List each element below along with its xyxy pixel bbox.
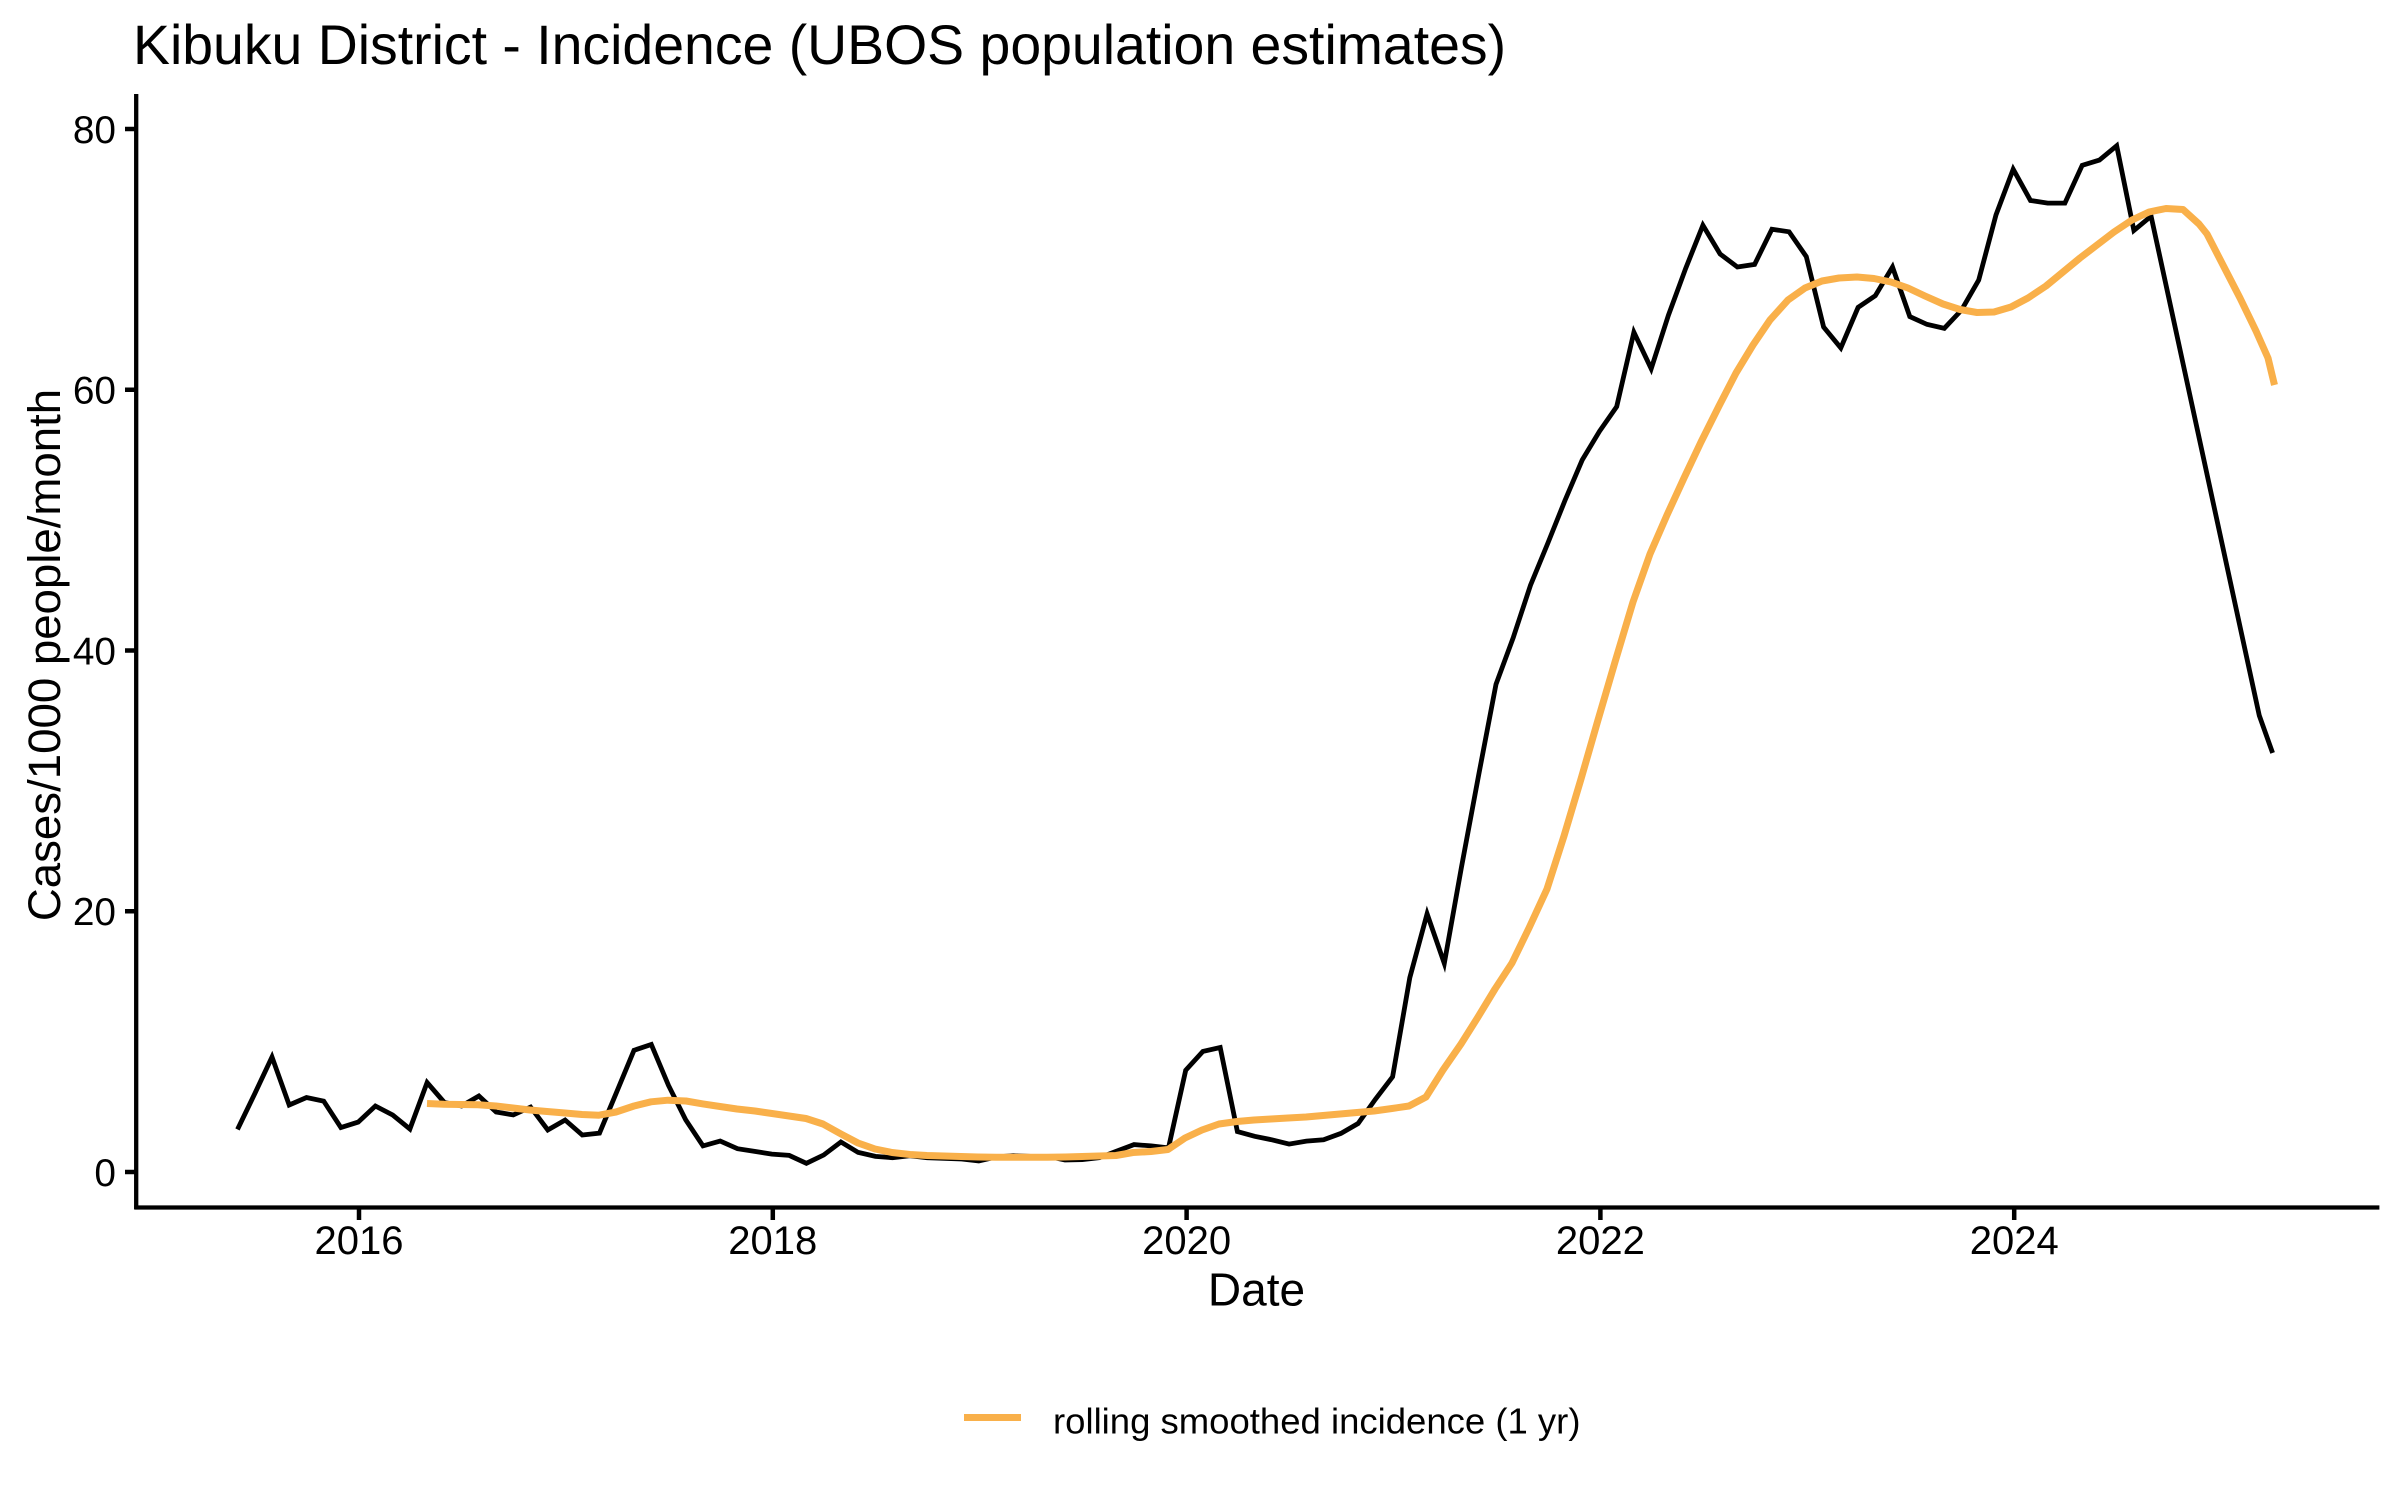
svg-text:2022: 2022 bbox=[1556, 1219, 1645, 1263]
svg-text:40: 40 bbox=[73, 630, 116, 673]
svg-text:20: 20 bbox=[73, 891, 116, 934]
svg-text:2018: 2018 bbox=[728, 1219, 817, 1263]
svg-text:2024: 2024 bbox=[1970, 1219, 2059, 1263]
svg-text:2016: 2016 bbox=[315, 1219, 404, 1263]
svg-text:rolling smoothed incidence (1: rolling smoothed incidence (1 yr) bbox=[1053, 1400, 1580, 1441]
svg-text:Date: Date bbox=[1208, 1264, 1305, 1316]
svg-text:Kibuku District - Incidence (U: Kibuku District - Incidence (UBOS popula… bbox=[133, 14, 1506, 76]
svg-text:80: 80 bbox=[73, 109, 116, 152]
svg-text:0: 0 bbox=[94, 1152, 116, 1195]
svg-text:60: 60 bbox=[73, 370, 116, 413]
svg-text:2020: 2020 bbox=[1142, 1219, 1231, 1263]
svg-text:Cases/1000 people/month: Cases/1000 people/month bbox=[19, 389, 70, 921]
